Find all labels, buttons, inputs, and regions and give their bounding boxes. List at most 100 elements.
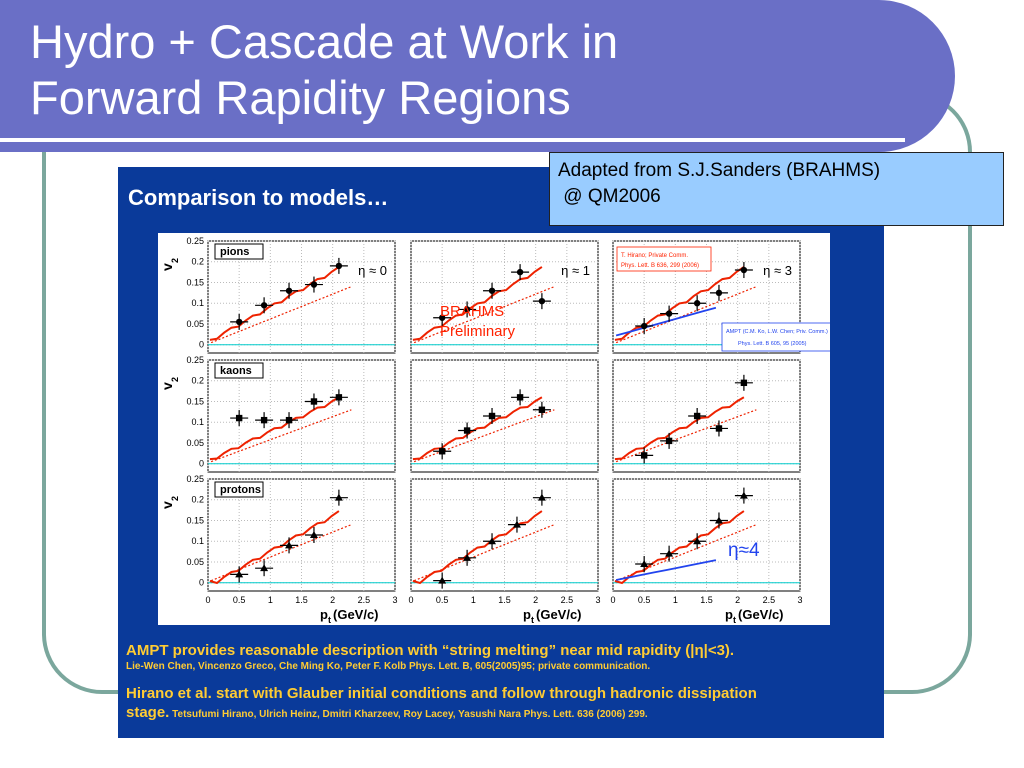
- ampt-curve: [615, 306, 717, 337]
- data-point: [335, 394, 343, 401]
- data-point: [285, 287, 293, 294]
- credit-line2: @ QM2006: [558, 186, 661, 207]
- x-tick-label: 1.5: [700, 595, 713, 605]
- panel-frame: [410, 359, 599, 473]
- x-tick-label: 0: [610, 595, 615, 605]
- y-tick-label: 0.05: [186, 557, 204, 567]
- data-point: [740, 266, 748, 274]
- x-tick-label: 0.5: [233, 595, 246, 605]
- y-tick-label: 0: [199, 459, 204, 469]
- x-tick-label: 2: [533, 595, 538, 605]
- x-axis-label: p: [725, 607, 733, 622]
- x-axis-label-units: (GeV/c): [536, 607, 582, 622]
- data-point: [693, 412, 701, 420]
- x-tick-label: 1: [268, 595, 273, 605]
- data-point: [640, 322, 648, 330]
- data-points-2-1: [433, 489, 551, 589]
- y-tick-label: 0.15: [186, 396, 204, 406]
- hydro-dashed-curve: [210, 409, 352, 463]
- data-point: [538, 297, 546, 305]
- eta-label: η ≈ 1: [561, 263, 590, 278]
- data-point: [310, 398, 318, 405]
- data-point: [640, 560, 649, 568]
- panel-2-1: 0 0.5 1 1.5 2 2.5 3 p t (GeV/c): [408, 478, 601, 625]
- data-point: [463, 306, 471, 313]
- ampt-curve: [615, 559, 717, 581]
- y-axis-label-sub: 2: [170, 377, 180, 382]
- hydro-curve: [614, 396, 745, 461]
- hydro-dashed-curve: [413, 286, 555, 344]
- x-tick-label: 2.5: [358, 595, 371, 605]
- hydro-dashed-curve: [615, 524, 757, 582]
- hydro-dashed-curve: [413, 409, 555, 463]
- y-tick-label: 0.2: [191, 495, 204, 505]
- notes: AMPT provides reasonable description wit…: [126, 641, 876, 724]
- x-tick-label: 0.5: [436, 595, 449, 605]
- data-point: [516, 268, 524, 276]
- panel-0-0: 0 0.05 0.1 0.15 0.2 0.25 v2 pions η ≈ 0: [159, 236, 396, 354]
- preliminary-label: Preliminary: [440, 323, 516, 340]
- y-tick-label: 0.25: [186, 236, 204, 246]
- figure-heading: Comparison to models…: [128, 185, 389, 210]
- hirano-legend-box: [616, 246, 712, 272]
- x-axis-label-sub: t: [328, 615, 331, 625]
- particle-label-box: [214, 243, 264, 260]
- data-points-0-0: [230, 257, 348, 330]
- embedded-slide: Comparison to models… 0 0.05 0.1 0.15 0.2 0.2…: [118, 167, 884, 738]
- x-tick-label: 1.5: [295, 595, 308, 605]
- particle-label-box: [214, 362, 264, 379]
- data-point: [310, 281, 318, 288]
- hydro-dashed-curve: [615, 409, 757, 463]
- x-tick-label: 2: [735, 595, 740, 605]
- data-point: [512, 520, 521, 528]
- data-points-1-0: [230, 389, 348, 429]
- y-axis-label: v: [159, 263, 175, 271]
- hirano-legend-line1: T. Hirano; Private Comm.: [621, 253, 688, 259]
- panel-0-1: η ≈ 1: [410, 240, 599, 354]
- x-axis-label-sub: t: [531, 615, 534, 625]
- hirano-legend-line2: Phys. Lett. B 636, 299 (2006): [621, 263, 699, 269]
- y-axis-label-sub: 2: [170, 258, 180, 263]
- eta4-label: η≈4: [728, 540, 760, 561]
- panel-1-0: 0 0.05 0.1 0.15 0.2 0.25 v2 kaons: [159, 355, 396, 473]
- y-tick-label: 0.15: [186, 515, 204, 525]
- x-tick-label: 1: [673, 595, 678, 605]
- note-hirano-ref: Tetsufumi Hirano, Ulrich Heinz, Dmitri K…: [169, 709, 648, 720]
- slide-title-line1: Hydro + Cascade at Work in: [30, 15, 619, 68]
- x-axis-label: p: [523, 607, 531, 622]
- data-point: [488, 287, 496, 294]
- data-points-2-0: [230, 489, 348, 583]
- ampt-legend-line1: AMPT (C.M. Ko, L.W. Chen; Priv. Comm.): [726, 329, 828, 335]
- particle-label: pions: [220, 246, 249, 258]
- credit-box: Adapted from S.J.Sanders (BRAHMS) @ QM20…: [549, 152, 1004, 226]
- data-point: [715, 289, 723, 297]
- data-point: [309, 531, 318, 538]
- title-bar: Hydro + Cascade at Work in Forward Rapid…: [0, 0, 955, 152]
- y-axis-label: v: [159, 382, 175, 390]
- data-point: [739, 491, 748, 499]
- data-point: [665, 310, 673, 317]
- hydro-curve: [209, 266, 340, 341]
- data-points-0-1: [433, 264, 551, 326]
- credit-line1: Adapted from S.J.Sanders (BRAHMS): [558, 160, 881, 181]
- eta-label: η ≈ 0: [358, 263, 387, 278]
- x-tick-label: 3: [797, 595, 802, 605]
- x-tick-label: 0: [205, 595, 210, 605]
- data-point: [438, 314, 446, 321]
- data-point: [285, 541, 294, 549]
- ampt-legend-line2: Phys. Lett. B 605, 95 (2005): [738, 341, 807, 347]
- y-tick-label: 0.05: [186, 438, 204, 448]
- y-tick-label: 0.1: [191, 417, 204, 427]
- note-hirano-main: Hirano et al. start with Glauber initial…: [126, 685, 757, 702]
- data-point: [463, 427, 471, 434]
- x-tick-label: 3: [595, 595, 600, 605]
- particle-label: kaons: [220, 365, 252, 377]
- x-tick-label: 3: [392, 595, 397, 605]
- note-hirano-stage: stage.: [126, 704, 170, 721]
- data-point: [516, 394, 524, 401]
- y-tick-label: 0.1: [191, 298, 204, 308]
- hydro-curve: [209, 396, 340, 461]
- data-point: [693, 300, 701, 307]
- x-tick-label: 1.5: [498, 595, 511, 605]
- y-tick-label: 0.25: [186, 355, 204, 365]
